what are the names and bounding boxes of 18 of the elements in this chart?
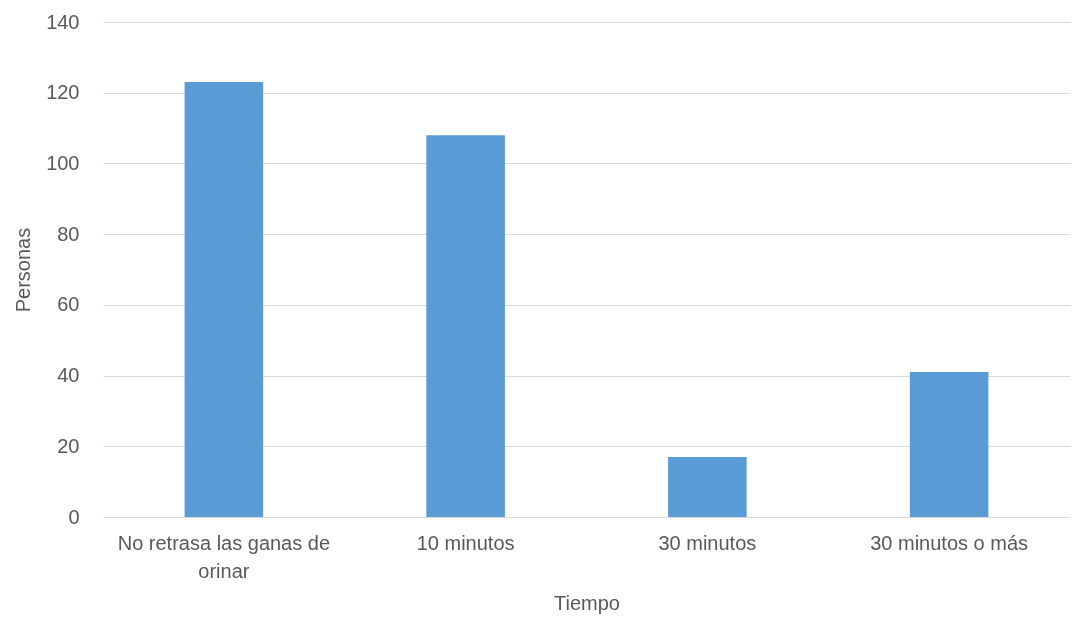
- y-tick-label: 100: [46, 151, 80, 174]
- bar: [668, 456, 747, 517]
- y-tick-label: 80: [57, 222, 80, 245]
- y-tick-label: 40: [57, 364, 80, 387]
- y-tick-label: 20: [57, 434, 80, 457]
- x-tick-label: 30 minutos: [658, 531, 757, 554]
- y-tick-label: 60: [57, 293, 80, 316]
- y-tick-label: 120: [46, 81, 80, 104]
- y-axis-title: Personas: [12, 227, 35, 313]
- y-tick-label: 140: [46, 10, 80, 33]
- x-tick-label: No retrasa las ganas de orinar: [117, 531, 331, 582]
- x-axis-title: Tiempo: [554, 591, 620, 614]
- bar: [426, 135, 505, 517]
- bar: [184, 82, 264, 517]
- bar: [909, 372, 989, 517]
- x-tick-label: 10 minutos: [416, 531, 515, 554]
- x-tick-label: 30 minutos o más: [870, 531, 1029, 554]
- y-tick-label: 0: [68, 505, 80, 528]
